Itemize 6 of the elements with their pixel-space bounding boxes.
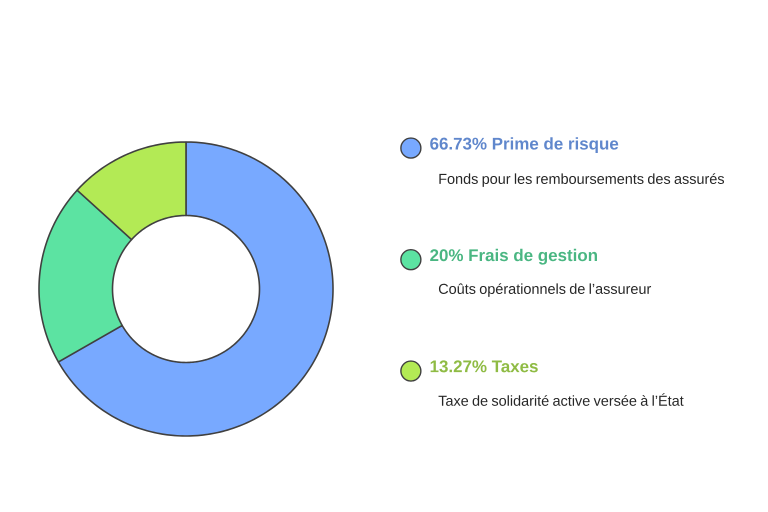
- text: Coûts opérationnels de l’assureur: [438, 283, 652, 297]
- legend-label: 66.73% Prime de risque: [430, 137, 618, 153]
- legend-label: 20% Frais de gestion: [430, 248, 597, 265]
- legend-label: 13.27% Taxes: [430, 360, 538, 372]
- text: Fonds pour les remboursements des assurés: [439, 173, 724, 187]
- text: Taxe de solidarité active versée à l’État: [438, 393, 684, 406]
